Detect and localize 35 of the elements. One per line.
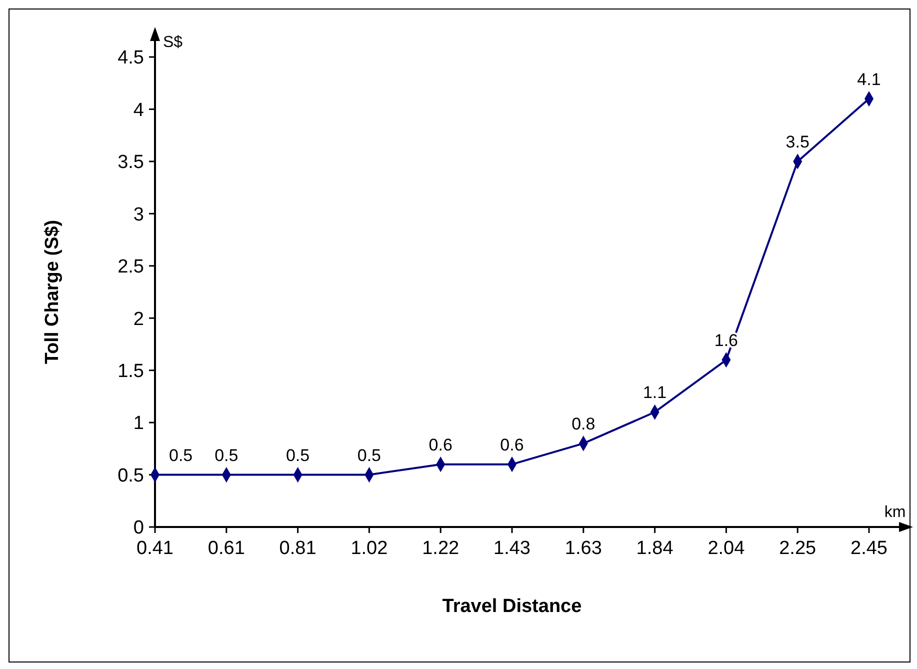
data-label: 0.5 [169, 446, 193, 465]
x-tick-label: 0.61 [208, 538, 245, 559]
x-tick-label: 1.84 [636, 538, 674, 559]
x-tick-label: 2.04 [708, 538, 746, 559]
x-tick-label: 1.63 [564, 538, 602, 559]
x-tick-label: 2.25 [779, 538, 816, 559]
y-tick-label: 2.5 [118, 256, 144, 278]
x-tick-label: 0.81 [279, 538, 316, 559]
y-tick-label: 4 [133, 100, 144, 121]
data-label: 0.6 [428, 435, 452, 454]
y-tick-label: 0 [133, 518, 144, 539]
x-tick-label: 1.43 [494, 538, 530, 559]
data-label: 0.5 [357, 446, 382, 465]
data-label: 0.6 [500, 435, 524, 454]
y-tick-label: 3.5 [118, 152, 144, 174]
y-tick-label: 2 [133, 308, 144, 330]
data-label: 0.5 [286, 446, 310, 465]
y-tick-label: 0.5 [118, 465, 144, 486]
y-tick-label: 3 [133, 204, 144, 226]
data-label: 1.1 [642, 383, 667, 402]
y-tick-label: 4.5 [118, 48, 144, 69]
y-tick-label: 1 [133, 413, 144, 434]
data-label: 3.5 [786, 132, 810, 152]
data-label: 0.8 [572, 414, 596, 434]
annotation: km [884, 504, 906, 521]
x-tick-label: 1.02 [350, 538, 388, 559]
x-tick-label: 2.45 [850, 538, 888, 559]
data-label: 0.5 [214, 446, 238, 465]
x-tick-label: 1.22 [422, 538, 460, 559]
x-tick-label: 0.41 [136, 538, 174, 559]
x-axis-title: Travel Distance [442, 596, 582, 617]
data-label: 4.1 [857, 70, 881, 89]
text: S$ [163, 34, 183, 51]
y-axis-title: Toll Charge (S$) [42, 220, 63, 364]
y-tick-label: 1.5 [118, 360, 144, 382]
